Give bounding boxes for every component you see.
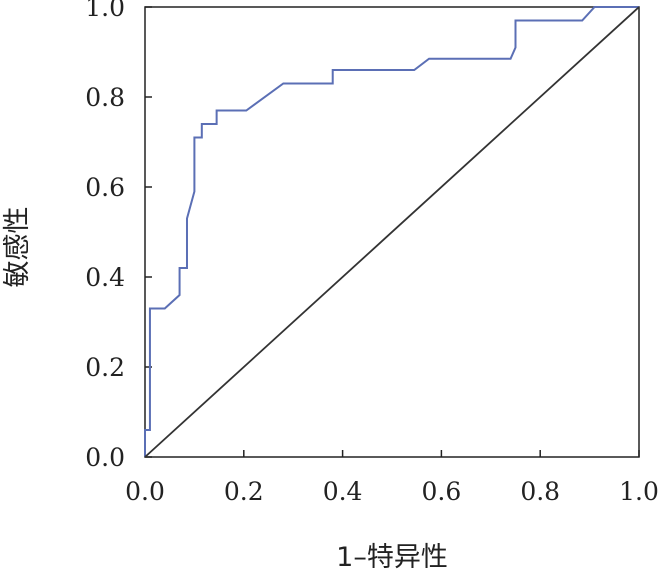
x-tick-label: 0.0 [125, 477, 165, 506]
x-tick-label: 0.2 [224, 477, 264, 506]
series-layer [144, 6, 640, 458]
x-tick-label: 1.0 [619, 477, 659, 506]
y-tick-label: 0.6 [85, 173, 125, 202]
y-tick-label: 0.2 [85, 353, 125, 382]
y-tick-label: 0.0 [85, 443, 125, 472]
y-tick-label: 0.4 [85, 263, 125, 292]
x-tick-label: 0.6 [422, 477, 462, 506]
roc-curve-line [144, 6, 639, 457]
y-tick-label: 1.0 [85, 0, 125, 22]
reference-diagonal-line [144, 6, 640, 458]
x-axis-title: 1–特异性 [336, 542, 448, 573]
x-tick-label: 0.4 [323, 477, 363, 506]
y-axis-title: 敏感性 [2, 207, 33, 288]
plot-frame [144, 6, 640, 458]
tick-group: 0.0 0.2 0.4 0.6 0.8 1.0 0.0 0.2 0.4 0.6 0.8 1.0 [85, 0, 659, 506]
x-tick-label: 0.8 [520, 477, 560, 506]
y-tick-label: 0.8 [85, 83, 125, 112]
